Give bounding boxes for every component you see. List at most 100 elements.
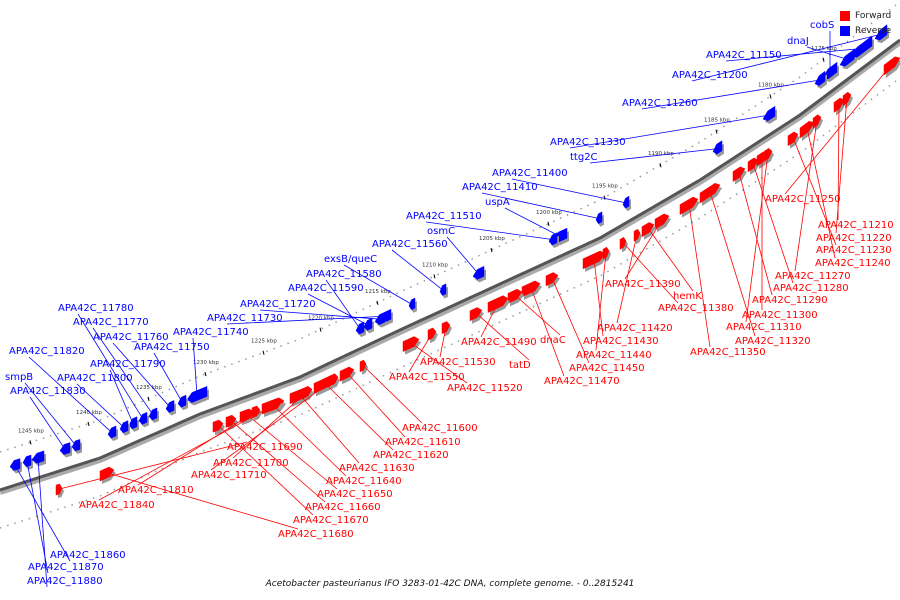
reverse-gene-leader: [641, 79, 821, 110]
forward-gene-leader: [835, 97, 848, 234]
reverse-gene: [165, 400, 176, 416]
reverse-gene-body: [622, 195, 630, 209]
forward-gene-label: APA42C_11230: [816, 245, 892, 256]
forward-gene: [55, 483, 64, 499]
forward-gene-leader: [794, 120, 818, 272]
forward-gene-label: APA42C_11450: [569, 363, 645, 374]
reverse-gene-label: APA42C_11770: [73, 317, 149, 328]
reverse-gene: [814, 70, 827, 89]
forward-gene-body: [99, 466, 115, 482]
genome-caption: Acetobacter pasteurianus IFO 3283-01-42C…: [265, 579, 635, 589]
tick-label: 1225 kbp: [251, 339, 277, 345]
reverse-gene-body: [874, 24, 888, 41]
legend-forward-label: Forward: [855, 10, 892, 21]
forward-gene-label: APA42C_11650: [317, 489, 393, 500]
forward-gene-leader: [246, 414, 338, 490]
forward-gene-label: APA42C_11600: [402, 423, 478, 434]
forward-gene: [842, 91, 853, 109]
forward-gene-leader: [210, 378, 335, 471]
forward-gene: [339, 366, 356, 385]
forward-gene-label: APA42C_11290: [752, 295, 828, 306]
forward-gene-leader: [688, 204, 711, 348]
forward-gene: [329, 373, 340, 389]
tick-label: 1230 kbp: [193, 360, 219, 366]
tick-mark: [715, 129, 718, 134]
reverse-gene-label: APA42C_11820: [9, 346, 85, 357]
reverse-gene-label: APA42C_11780: [58, 303, 134, 314]
forward-gene: [654, 213, 671, 233]
tick-mark: [376, 300, 379, 305]
forward-gene-body: [269, 398, 283, 412]
reverse-gene-leader: [391, 249, 444, 291]
forward-gene-label: APA42C_11300: [742, 310, 818, 321]
forward-gene-leader: [272, 404, 347, 477]
reverse-gene: [119, 420, 130, 436]
reverse-gene-label: APA42C_11880: [27, 576, 103, 587]
forward-gene: [699, 182, 722, 206]
forward-gene: [359, 359, 368, 375]
reverse-gene: [622, 195, 631, 212]
forward-gene-leader: [232, 391, 308, 459]
forward-gene-leader: [792, 137, 837, 246]
reverse-gene-body: [374, 311, 387, 325]
tick-label: 1195 kbp: [592, 184, 618, 190]
forward-gene-leader: [439, 326, 447, 358]
reverse-gene: [148, 407, 159, 424]
forward-gene: [812, 114, 823, 132]
reverse-gene-label: osmC: [427, 226, 455, 237]
forward-gene-leader: [593, 258, 604, 337]
forward-gene-leader: [551, 277, 590, 364]
reverse-gene: [355, 321, 366, 338]
reverse-gene-body: [31, 450, 45, 464]
reverse-gene: [874, 24, 889, 44]
reverse-gene-label: APA42C_11330: [550, 137, 626, 148]
forward-gene-label: APA42C_11250: [765, 194, 841, 205]
reverse-gene-body: [9, 458, 21, 471]
forward-gene-label: APA42C_11700: [213, 458, 289, 469]
forward-gene-leader: [616, 234, 638, 324]
reverse-gene-body: [762, 105, 776, 122]
tick-mark: [29, 440, 32, 445]
forward-gene: [507, 288, 524, 307]
gene-features: [9, 24, 900, 499]
reverse-gene-leader: [446, 236, 479, 275]
tick-label: 1210 kbp: [422, 262, 448, 268]
reverse-gene: [363, 317, 374, 334]
forward-gene: [427, 327, 438, 344]
forward-gene-label: APA42C_11490: [461, 337, 537, 348]
reverse-gene-body: [408, 297, 416, 311]
reverse-gene: [31, 450, 46, 467]
reverse-gene-label: APA42C_11400: [492, 168, 568, 179]
reverse-gene-body: [712, 140, 723, 155]
forward-gene-label: APA42C_11310: [726, 322, 802, 333]
reverse-gene-label: APA42C_11860: [50, 550, 126, 561]
forward-gene-leader: [346, 372, 406, 438]
forward-gene-label: APA42C_11640: [326, 476, 402, 487]
tick-label: 1205 kbp: [479, 236, 505, 242]
reverse-gene-leader: [153, 352, 183, 403]
tick-mark: [603, 195, 606, 200]
tick-mark: [547, 221, 550, 227]
forward-gene-leader: [709, 191, 756, 337]
forward-gene-leader: [410, 342, 468, 384]
reverse-gene-leader: [76, 383, 125, 428]
forward-gene: [469, 307, 484, 324]
reverse-gene-leader: [77, 313, 144, 420]
forward-gene-leader: [98, 403, 277, 501]
reverse-gene-body: [119, 420, 129, 434]
reverse-gene: [408, 297, 417, 313]
forward-gene: [99, 466, 116, 484]
reverse-gene: [186, 386, 209, 406]
reverse-gene: [22, 454, 33, 470]
forward-gene-leader: [480, 302, 499, 338]
forward-gene-leader: [324, 382, 394, 451]
legend-forward: Forward: [840, 8, 900, 23]
forward-gene-label: APA42C_11470: [544, 376, 620, 387]
reverse-gene: [439, 283, 448, 299]
legend-reverse: Reverse: [840, 23, 900, 38]
reverse-gene-label: exsB/queC: [324, 254, 377, 265]
reverse-gene: [128, 416, 139, 432]
forward-gene-label: APA42C_11710: [191, 470, 267, 481]
reverse-gene-label: APA42C_11800: [57, 373, 133, 384]
